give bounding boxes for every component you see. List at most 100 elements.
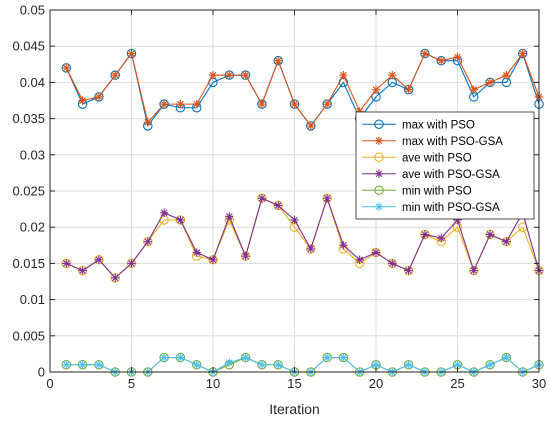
x-tick-label: 30 bbox=[532, 376, 546, 391]
data-point bbox=[469, 266, 478, 275]
legend-item: min with PSO bbox=[362, 185, 472, 197]
data-point bbox=[62, 259, 71, 268]
data-point bbox=[143, 118, 152, 127]
legend-label: min with PSO-GSA bbox=[402, 202, 500, 214]
data-point bbox=[62, 360, 71, 369]
data-point bbox=[388, 70, 397, 80]
data-point bbox=[159, 99, 169, 109]
data-point bbox=[257, 99, 267, 109]
legend-marker bbox=[374, 119, 384, 130]
data-point bbox=[371, 248, 381, 257]
data-point bbox=[371, 85, 381, 94]
legend-marker bbox=[374, 169, 384, 178]
data-point bbox=[62, 63, 71, 73]
series-layer bbox=[61, 48, 544, 377]
data-point bbox=[355, 255, 364, 264]
x-tick-label: 10 bbox=[206, 376, 220, 391]
data-point bbox=[241, 353, 250, 362]
data-point bbox=[485, 78, 495, 87]
x-tick-label: 20 bbox=[369, 376, 383, 391]
legend: max with PSO max with PSO-GSA ave with PSO… bbox=[355, 111, 535, 220]
data-point bbox=[339, 241, 348, 250]
data-point bbox=[371, 360, 381, 369]
data-point bbox=[453, 360, 462, 369]
data-point bbox=[127, 49, 136, 58]
data-point bbox=[225, 70, 234, 80]
data-point bbox=[306, 121, 315, 131]
data-point bbox=[420, 49, 430, 58]
series-4 bbox=[62, 194, 544, 283]
x-axis: 0 5 10 15 20 25 30 bbox=[46, 10, 546, 391]
data-point bbox=[404, 85, 413, 94]
data-point bbox=[322, 353, 332, 362]
y-axis: 0 0.005 0.01 0.015 0.02 0.025 0.03 0.035 0.04 0.0… bbox=[12, 3, 539, 380]
data-point bbox=[502, 237, 511, 246]
data-point bbox=[437, 56, 446, 65]
legend-item: max with PSO-GSA bbox=[362, 136, 503, 148]
legend-box bbox=[355, 111, 535, 220]
data-point bbox=[290, 99, 299, 109]
x-tick-label: 5 bbox=[128, 376, 135, 391]
data-point bbox=[225, 212, 234, 221]
y-tick-label: 0.02 bbox=[20, 220, 45, 235]
legend-marker bbox=[374, 185, 384, 196]
y-tick-label: 0.015 bbox=[12, 256, 45, 271]
data-point bbox=[241, 70, 250, 80]
data-point bbox=[322, 194, 332, 203]
data-point bbox=[78, 96, 87, 105]
data-point bbox=[339, 70, 348, 80]
data-point bbox=[502, 70, 511, 80]
x-axis-title: Iteration bbox=[269, 401, 320, 417]
y-tick-label: 0.03 bbox=[20, 147, 45, 162]
data-point bbox=[94, 92, 104, 102]
series-line bbox=[65, 52, 540, 127]
y-tick-label: 0.045 bbox=[12, 39, 45, 54]
data-point bbox=[192, 360, 201, 369]
data-point bbox=[208, 255, 218, 264]
data-point bbox=[453, 52, 462, 62]
data-point bbox=[469, 85, 478, 94]
x-tick-label: 25 bbox=[450, 376, 464, 391]
data-point bbox=[176, 353, 185, 362]
data-point bbox=[225, 358, 234, 367]
data-point bbox=[192, 99, 201, 109]
data-point bbox=[241, 251, 250, 261]
legend-label: max with PSO-GSA bbox=[402, 136, 503, 148]
data-point bbox=[257, 194, 267, 203]
legend-label: min with PSO bbox=[402, 185, 472, 197]
data-point bbox=[159, 208, 169, 217]
data-point bbox=[388, 259, 397, 268]
legend-item: min with PSO-GSA bbox=[362, 202, 500, 214]
data-point bbox=[143, 237, 152, 246]
y-tick-label: 0.005 bbox=[12, 328, 45, 343]
data-point bbox=[257, 360, 267, 369]
series-line bbox=[66, 196, 540, 279]
legend-item: ave with PSO bbox=[362, 152, 472, 164]
y-tick-label: 0.05 bbox=[20, 3, 45, 18]
data-point bbox=[111, 70, 120, 80]
data-point bbox=[111, 273, 120, 283]
data-point bbox=[274, 360, 283, 369]
data-point bbox=[339, 353, 348, 362]
x-tick-label: 0 bbox=[46, 376, 53, 391]
data-point bbox=[404, 266, 413, 275]
data-point bbox=[176, 99, 185, 109]
data-point bbox=[502, 353, 511, 362]
data-point bbox=[404, 360, 413, 369]
data-point bbox=[208, 70, 218, 80]
y-tick-label: 0.01 bbox=[20, 292, 45, 307]
y-tick-label: 0.04 bbox=[20, 75, 45, 90]
data-point bbox=[78, 360, 87, 369]
data-point bbox=[485, 230, 495, 239]
data-point bbox=[78, 266, 87, 275]
data-point bbox=[94, 255, 104, 264]
data-point bbox=[518, 49, 527, 58]
legend-marker bbox=[374, 136, 384, 145]
legend-marker bbox=[374, 152, 384, 163]
data-point bbox=[322, 99, 332, 109]
data-point bbox=[437, 233, 446, 243]
data-point bbox=[274, 201, 283, 210]
data-point bbox=[485, 360, 495, 369]
data-point bbox=[159, 353, 169, 362]
